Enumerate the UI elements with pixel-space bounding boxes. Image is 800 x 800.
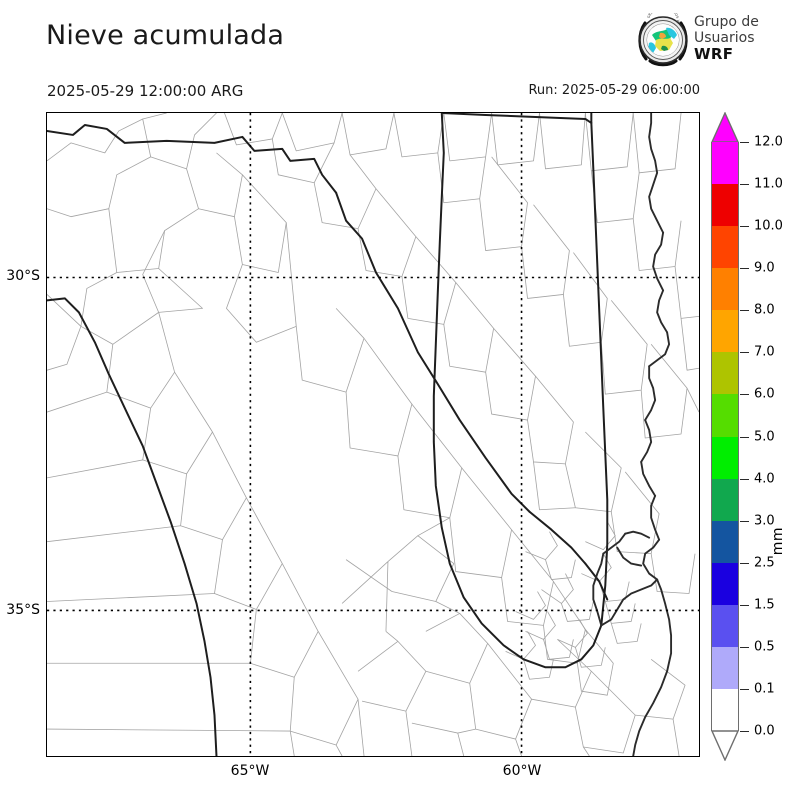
colorbar-tick-label: 0.0 [754,723,775,739]
colorbar-tick-label: 5.0 [754,429,775,444]
coastline [592,113,673,756]
colorbar-tick [740,268,749,270]
colorbar-tick-label: 6.0 [754,386,775,402]
colorbar-band [712,394,738,438]
colorbar-tick-label: 4.0 [754,471,775,487]
logo-line-2: Usuarios [694,30,755,46]
colorbar-tick-label: 10.0 [754,218,783,234]
colorbar-tick-label: 9.0 [754,260,775,276]
logo-line-3: WRF [694,45,734,63]
colorbar-tick-label: 2.5 [754,555,775,571]
colorbar-tick-label: 7.0 [754,344,775,360]
lon-tick-label-65w: 65°W [230,763,270,779]
colorbar-band [712,268,738,311]
colorbar-tick-label: 11.0 [754,176,783,192]
colorbar-unit-label: mm [770,527,786,556]
colorbar-tick [740,646,749,648]
logo-line-1: Grupo de [694,14,759,30]
colorbar-band [712,478,738,522]
wrf-user-group-seal-icon: GRUPO DE USUARIOS WRF [636,13,688,67]
colorbar-bands [711,142,739,732]
graticule [47,113,699,756]
colorbar-tick [740,184,749,186]
colorbar-tick [740,562,749,564]
map-geography [47,113,699,756]
colorbar-tick [740,520,749,522]
colorbar-tick [740,436,749,438]
logo-block: GRUPO DE USUARIOS WRF Grupo de Usuarios … [636,12,796,70]
page-title: Nieve acumulada [46,20,285,51]
colorbar-tick [740,394,749,396]
colorbar-band [712,310,738,353]
colorbar-band [712,184,738,227]
province-boundaries [47,113,609,756]
valid-time-label: 2025-05-29 12:00:00 ARG [47,82,244,100]
logo-text: Grupo de Usuarios WRF [694,14,759,62]
colorbar-tick-label: 0.1 [754,681,775,697]
colorbar-tick-label: 8.0 [754,302,775,318]
colorbar-over-arrow [711,112,739,143]
colorbar-tick [740,731,749,732]
department-boundaries [47,113,699,756]
colorbar-tick [740,142,749,143]
colorbar-band [712,352,738,395]
colorbar-band [712,688,738,732]
colorbar-band [712,520,738,564]
lon-tick-label-60w: 60°W [502,763,542,779]
colorbar-tick [740,352,749,354]
map-plot-area[interactable] [46,112,700,757]
colorbar-tick [740,604,749,606]
colorbar-tick-label: 3.0 [754,513,775,529]
colorbar-tick-label: 1.5 [754,597,775,613]
colorbar-band [712,226,738,269]
colorbar[interactable]: 12.0 11.0 10.0 9.0 8.0 7.0 6.0 5.0 4.0 3.0 2.5 1.5 0… [711,112,786,762]
run-time-label: Run: 2025-05-29 06:00:00 [528,83,700,98]
colorbar-band [712,604,738,648]
colorbar-under-arrow [711,730,739,761]
colorbar-tick-label: 0.5 [754,639,775,655]
colorbar-tick-label: 12.0 [754,134,783,150]
colorbar-band [712,142,738,185]
colorbar-band [712,646,738,690]
lat-tick-label-35s: 35°S [6,602,40,618]
colorbar-tick [740,310,749,312]
colorbar-tick [740,478,749,480]
colorbar-tick [740,226,749,228]
colorbar-tick [740,688,749,690]
colorbar-band [712,562,738,606]
lat-tick-label-30s: 30°S [6,268,40,284]
colorbar-band [712,436,738,480]
